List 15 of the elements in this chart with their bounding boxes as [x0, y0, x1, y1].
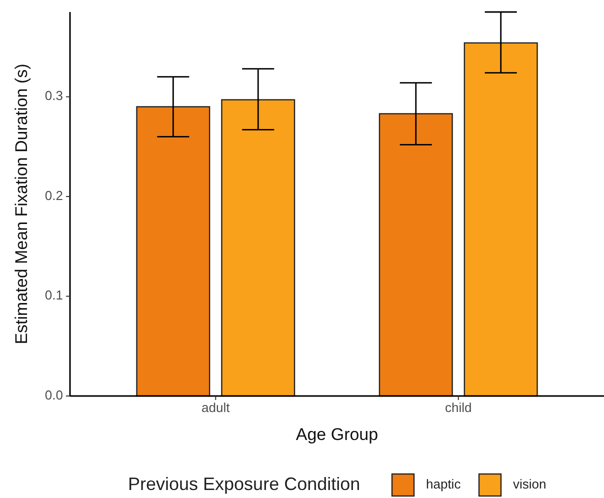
bar — [464, 42, 538, 397]
y-axis-title: Estimated Mean Fixation Duration (s) — [12, 64, 31, 344]
x-tick-label: child — [444, 400, 472, 415]
legend-label: haptic — [426, 476, 462, 492]
x-axis-title: Age Group — [296, 425, 378, 444]
y-tick-label: 0.1 — [44, 288, 63, 303]
y-tick-label: 0.3 — [44, 88, 63, 104]
legend-title: Previous Exposure Condition — [128, 474, 360, 494]
x-tick-label: adult — [202, 400, 230, 415]
bar — [378, 113, 453, 397]
y-tick-label: 0.2 — [44, 188, 63, 203]
legend-label: vision — [513, 476, 546, 492]
bar — [136, 106, 210, 397]
y-tick-label: 0.0 — [44, 387, 63, 402]
bar — [221, 99, 296, 397]
